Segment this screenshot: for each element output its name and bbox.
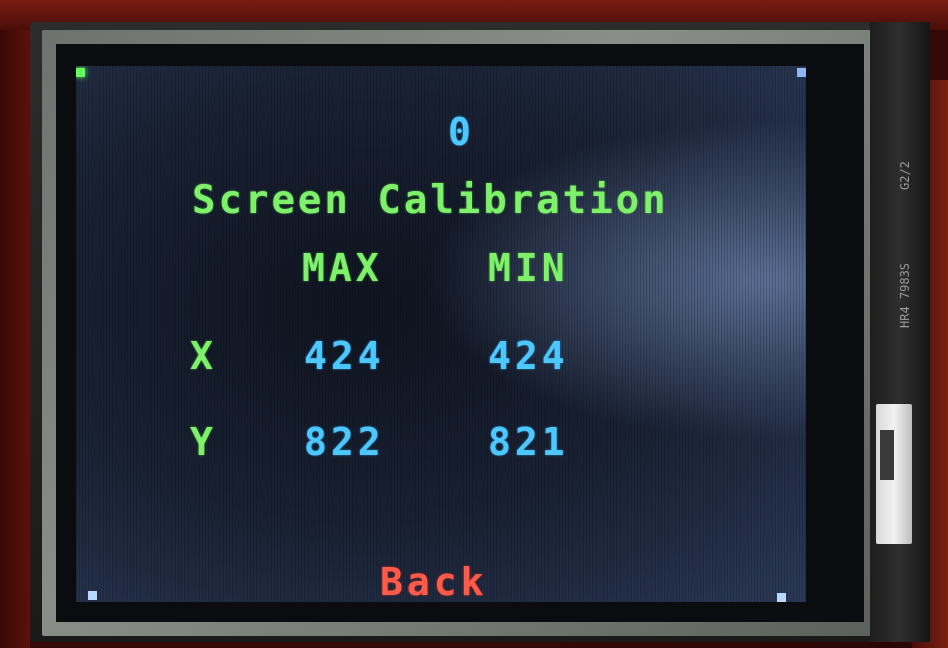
side-board: G2/2 HR4 7983S	[870, 22, 930, 642]
calibration-corner-top-left[interactable]	[76, 68, 85, 77]
page-title: Screen Calibration	[192, 178, 669, 223]
y-max-value: 822	[304, 420, 385, 464]
x-max-value: 424	[304, 334, 385, 378]
x-min-value: 424	[488, 334, 569, 378]
calibration-corner-top-right[interactable]	[797, 68, 806, 77]
calibration-corner-bottom-right[interactable]	[777, 593, 786, 602]
silkscreen-label-top: G2/2	[898, 161, 912, 190]
column-header-min: MIN	[488, 246, 569, 290]
tft-screen[interactable]: 0 Screen Calibration MAX MIN X 424 424 Y…	[76, 66, 806, 602]
touch-counter: 0	[448, 110, 475, 154]
row-label-x: X	[190, 334, 217, 378]
silkscreen-label-mid: HR4 7983S	[898, 262, 912, 328]
row-label-y: Y	[190, 420, 217, 464]
connector-slot	[880, 430, 894, 480]
back-button[interactable]: Back	[380, 560, 488, 602]
calibration-corner-bottom-left[interactable]	[88, 591, 97, 600]
y-min-value: 821	[488, 420, 569, 464]
pcb-left-edge	[0, 30, 30, 648]
column-header-max: MAX	[302, 246, 383, 290]
